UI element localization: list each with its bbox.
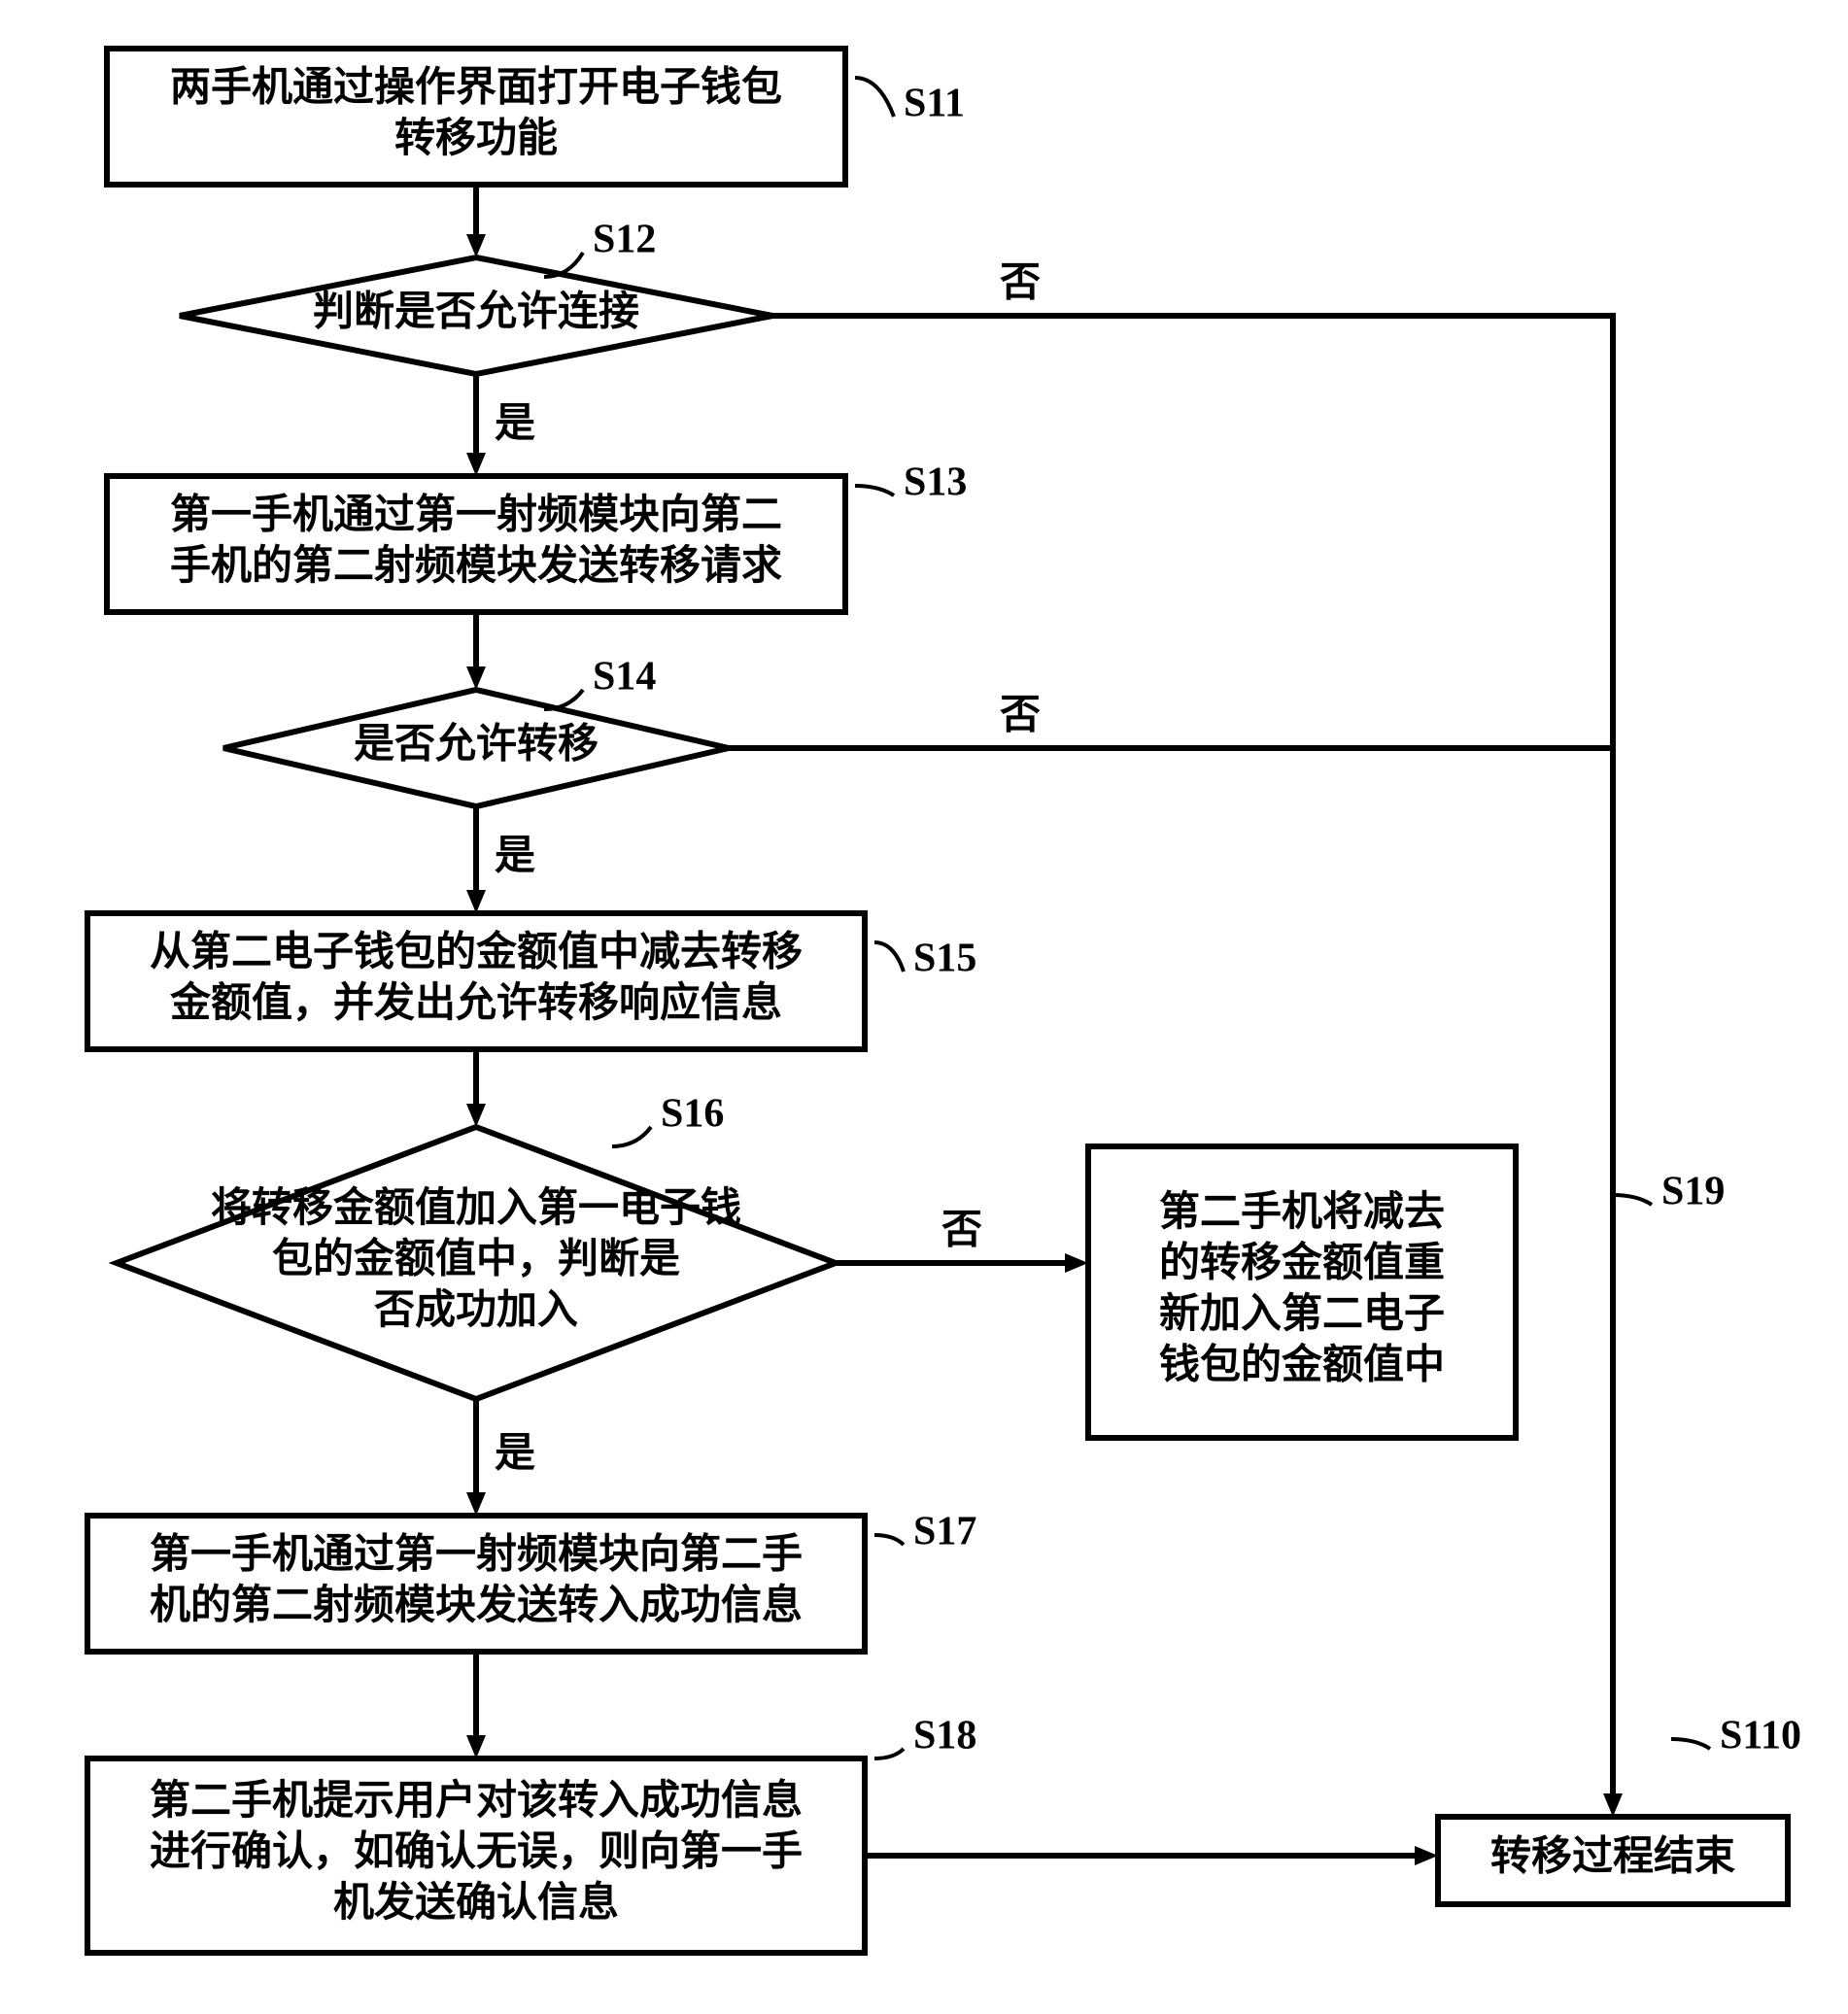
svg-text:是: 是 <box>495 1432 535 1477</box>
svg-text:是否允许转移: 是否允许转移 <box>354 722 599 768</box>
svg-text:机发送确认信息: 机发送确认信息 <box>333 1880 619 1926</box>
svg-text:两手机通过操作界面打开电子钱包: 两手机通过操作界面打开电子钱包 <box>170 64 782 110</box>
svg-text:S11: S11 <box>904 82 965 126</box>
svg-text:否: 否 <box>941 1209 982 1253</box>
svg-text:第二手机将减去: 第二手机将减去 <box>1159 1189 1445 1235</box>
svg-text:从第二电子钱包的金额值中减去转移: 从第二电子钱包的金额值中减去转移 <box>150 929 803 974</box>
svg-text:判断是否允许连接: 判断是否允许连接 <box>313 290 639 335</box>
svg-text:第一手机通过第一射频模块向第二手: 第一手机通过第一射频模块向第二手 <box>150 1531 803 1577</box>
svg-text:否: 否 <box>1000 261 1041 306</box>
svg-text:手机的第二射频模块发送转移请求: 手机的第二射频模块发送转移请求 <box>170 543 782 589</box>
svg-text:是: 是 <box>495 402 535 447</box>
svg-text:S16: S16 <box>661 1092 724 1137</box>
svg-text:第一手机通过第一射频模块向第二: 第一手机通过第一射频模块向第二 <box>170 492 782 537</box>
svg-text:S19: S19 <box>1661 1170 1725 1214</box>
svg-text:S12: S12 <box>593 218 656 262</box>
svg-text:S18: S18 <box>913 1714 976 1758</box>
svg-text:S110: S110 <box>1720 1714 1801 1758</box>
svg-text:S15: S15 <box>913 937 976 981</box>
svg-text:金额值，并发出允许转移响应信息: 金额值，并发出允许转移响应信息 <box>169 980 782 1026</box>
svg-text:S17: S17 <box>913 1510 976 1554</box>
svg-text:新加入第二电子: 新加入第二电子 <box>1159 1291 1445 1337</box>
svg-text:否: 否 <box>1000 694 1041 738</box>
svg-text:转移过程结束: 转移过程结束 <box>1490 1834 1735 1880</box>
svg-text:的转移金额值重: 的转移金额值重 <box>1159 1240 1445 1285</box>
svg-text:是: 是 <box>495 835 535 879</box>
svg-text:S13: S13 <box>904 461 967 505</box>
svg-text:否成功加入: 否成功加入 <box>374 1287 578 1333</box>
svg-text:第二手机提示用户对该转入成功信息: 第二手机提示用户对该转入成功信息 <box>150 1778 803 1824</box>
svg-text:机的第二射频模块发送转入成功信息: 机的第二射频模块发送转入成功信息 <box>150 1583 803 1628</box>
svg-text:转移功能: 转移功能 <box>394 116 558 161</box>
svg-text:S14: S14 <box>593 655 656 700</box>
svg-text:将转移金额值加入第一电子钱: 将转移金额值加入第一电子钱 <box>211 1185 741 1231</box>
svg-text:包的金额值中，判断是: 包的金额值中，判断是 <box>272 1237 680 1282</box>
svg-text:钱包的金额值中: 钱包的金额值中 <box>1159 1342 1445 1387</box>
svg-text:进行确认，如确认无误，则向第一手: 进行确认，如确认无误，则向第一手 <box>150 1829 803 1875</box>
